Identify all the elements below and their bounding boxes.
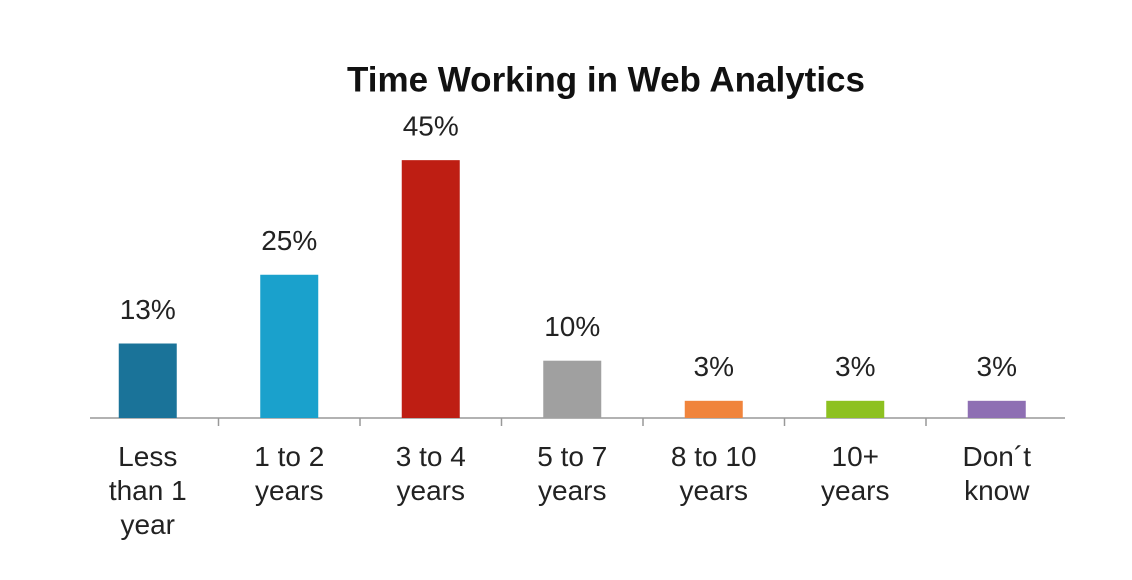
x-tick-label: 1 to 2 years [254, 441, 325, 506]
data-label: 45% [403, 111, 459, 142]
chart-title: Time Working in Web Analytics [347, 60, 865, 99]
data-label: 3% [694, 351, 734, 382]
bar [260, 274, 319, 418]
x-tick-label: 10+ years [821, 441, 890, 506]
x-tick-label: Don´t know [962, 441, 1031, 506]
x-tick-label: Less than 1 year [108, 441, 187, 540]
bar [967, 400, 1026, 418]
bar [118, 343, 177, 418]
x-tick-label: 5 to 7 years [537, 441, 608, 506]
data-label: 3% [835, 351, 875, 382]
x-tick-label: 3 to 4 years [395, 441, 466, 506]
data-label: 10% [544, 311, 600, 342]
data-label: 25% [261, 225, 317, 256]
bar [684, 400, 743, 418]
bar [401, 160, 460, 418]
bar [543, 360, 602, 418]
bar [826, 400, 885, 418]
x-tick-label: 8 to 10 years [670, 441, 757, 506]
data-label: 3% [977, 351, 1017, 382]
data-label: 13% [120, 294, 176, 325]
